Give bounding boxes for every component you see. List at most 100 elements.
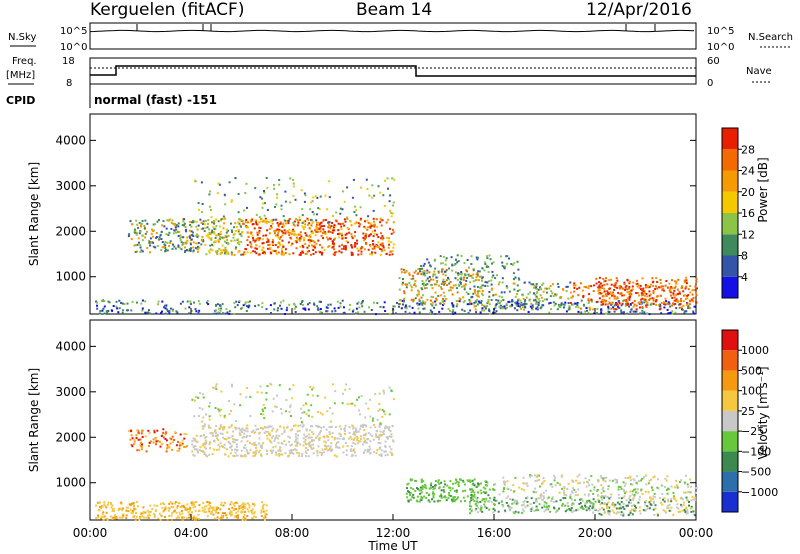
echo-cell bbox=[683, 294, 686, 297]
echo-cell bbox=[233, 253, 236, 256]
echo-cell bbox=[536, 475, 539, 478]
echo-cell bbox=[646, 302, 649, 305]
echo-cell bbox=[642, 287, 645, 290]
echo-cell bbox=[439, 302, 442, 305]
echo-cell bbox=[273, 302, 276, 305]
echo-cell bbox=[536, 296, 539, 299]
echo-cell bbox=[347, 228, 350, 231]
echo-cell bbox=[462, 301, 465, 304]
echo-cell bbox=[326, 310, 329, 313]
echo-cell bbox=[474, 308, 477, 311]
echo-cell bbox=[537, 304, 540, 306]
echo-cell bbox=[599, 503, 602, 506]
echo-cell bbox=[208, 401, 211, 404]
echo-cell bbox=[463, 288, 466, 291]
echo-cell bbox=[280, 253, 283, 255]
echo-cell bbox=[132, 501, 135, 504]
echo-cell bbox=[145, 311, 148, 314]
echo-cell bbox=[168, 446, 171, 449]
echo-cell bbox=[364, 434, 367, 437]
echo-cell bbox=[178, 450, 180, 452]
echo-cell bbox=[630, 501, 633, 504]
echo-cell bbox=[121, 311, 124, 314]
echo-cell bbox=[452, 304, 455, 307]
echo-cell bbox=[135, 219, 138, 222]
echo-cell bbox=[337, 441, 340, 444]
echo-cell bbox=[612, 291, 614, 294]
echo-cell bbox=[359, 440, 362, 443]
echo-cell bbox=[548, 302, 551, 305]
echo-cell bbox=[136, 505, 139, 508]
echo-cell bbox=[136, 232, 138, 234]
echo-cell bbox=[217, 311, 220, 314]
echo-cell bbox=[422, 273, 425, 276]
echo-cell bbox=[184, 246, 186, 249]
echo-cell bbox=[288, 449, 291, 452]
echo-cell bbox=[206, 226, 209, 229]
echo-cell bbox=[116, 307, 119, 310]
echo-cell bbox=[376, 226, 379, 229]
echo-cell bbox=[649, 496, 652, 499]
echo-cell bbox=[442, 278, 445, 281]
echo-cell bbox=[602, 508, 605, 511]
echo-cell bbox=[366, 228, 369, 231]
echo-cell bbox=[360, 424, 363, 427]
echo-cell bbox=[307, 449, 309, 451]
echo-cell bbox=[485, 507, 488, 510]
echo-cell bbox=[387, 218, 390, 221]
echo-cell bbox=[575, 479, 578, 482]
echo-cell bbox=[587, 302, 590, 304]
echo-cell bbox=[243, 514, 246, 516]
echo-cell bbox=[183, 516, 186, 519]
echo-cell bbox=[685, 279, 688, 282]
echo-cell bbox=[549, 285, 552, 287]
echo-cell bbox=[565, 494, 568, 497]
echo-cell bbox=[217, 182, 220, 185]
echo-cell bbox=[338, 425, 341, 428]
echo-cell bbox=[617, 291, 620, 294]
echo-cell bbox=[255, 446, 257, 449]
echo-cell bbox=[201, 425, 204, 428]
echo-cell bbox=[468, 502, 471, 505]
echo-cell bbox=[425, 279, 428, 282]
echo-cell bbox=[195, 234, 198, 237]
echo-cell bbox=[558, 483, 561, 486]
echo-cell bbox=[206, 223, 209, 225]
echo-cell bbox=[167, 234, 170, 237]
echo-cell bbox=[237, 230, 240, 233]
echo-cell bbox=[582, 294, 585, 297]
echo-cell bbox=[549, 301, 552, 304]
echo-cell bbox=[302, 226, 305, 229]
echo-cell bbox=[327, 435, 329, 438]
echo-cell bbox=[236, 449, 239, 452]
echo-cell bbox=[209, 447, 212, 450]
echo-cell bbox=[152, 441, 155, 444]
echo-cell bbox=[595, 277, 598, 280]
echo-cell bbox=[561, 503, 564, 505]
echo-cell bbox=[496, 274, 498, 277]
echo-cell bbox=[465, 291, 468, 294]
echo-cell bbox=[345, 454, 348, 456]
echo-cell bbox=[601, 494, 603, 497]
echo-cell bbox=[392, 398, 395, 401]
echo-cell bbox=[314, 229, 316, 232]
echo-cell bbox=[380, 219, 383, 222]
echo-cell bbox=[306, 246, 309, 249]
echo-cell bbox=[542, 477, 545, 480]
echo-cell bbox=[339, 302, 342, 305]
echo-cell bbox=[219, 233, 222, 236]
echo-cell bbox=[526, 500, 529, 503]
echo-cell bbox=[451, 286, 454, 289]
echo-cell bbox=[568, 306, 571, 309]
echo-cell bbox=[542, 495, 545, 498]
echo-cell bbox=[145, 450, 148, 453]
echo-cell bbox=[421, 294, 424, 297]
echo-cell bbox=[220, 501, 223, 504]
echo-cell bbox=[293, 303, 296, 306]
freq-trace bbox=[90, 65, 696, 77]
echo-cell bbox=[334, 426, 337, 429]
echo-cell bbox=[613, 308, 615, 310]
echo-cell bbox=[449, 309, 451, 312]
echo-cell bbox=[628, 295, 631, 298]
echo-cell bbox=[495, 299, 498, 301]
